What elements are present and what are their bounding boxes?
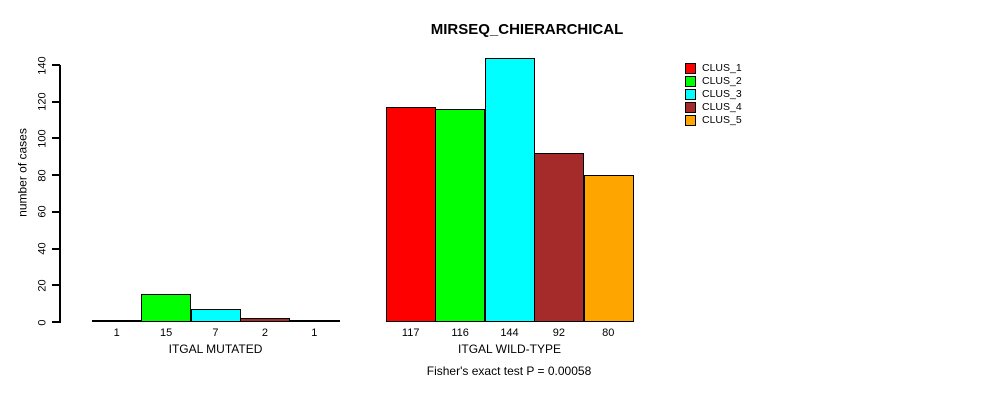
legend-item-clus-4: CLUS_4 [685, 101, 742, 114]
group-label-itgal-wild-type: ITGAL WILD-TYPE [458, 342, 561, 356]
bar-value-label: 7 [212, 327, 219, 339]
y-axis-tick [52, 321, 60, 323]
y-tick-label: 140 [36, 55, 49, 75]
y-tick-label: 120 [36, 92, 49, 111]
bar-value-label: 116 [451, 327, 469, 339]
legend-swatch-clus-4 [685, 102, 696, 113]
legend-swatch-clus-2 [685, 76, 696, 87]
bar-value-label: 80 [602, 327, 615, 339]
bar-clus-3-itgal-mutated [190, 309, 241, 322]
bar-clus-4-itgal-mutated [240, 318, 291, 322]
legend-item-clus-5: CLUS_5 [685, 114, 742, 127]
legend-item-clus-1: CLUS_1 [685, 62, 742, 75]
legend-item-clus-2: CLUS_2 [685, 75, 742, 88]
group-label-itgal-mutated: ITGAL MUTATED [168, 342, 263, 356]
y-axis-tick [52, 100, 60, 103]
legend-swatch-clus-1 [685, 63, 696, 74]
y-axis-tick [52, 284, 60, 287]
y-tick-label: 60 [36, 205, 49, 218]
legend-label: CLUS_1 [702, 62, 742, 74]
y-tick-label: 100 [36, 129, 49, 148]
legend-item-clus-3: CLUS_3 [685, 88, 742, 101]
legend-label: CLUS_4 [702, 101, 742, 113]
bar-clus-2-itgal-mutated [141, 294, 192, 322]
bar-value-label: 92 [552, 327, 565, 339]
bar-value-label: 15 [159, 327, 173, 339]
pvalue-annotation: Fisher's exact test P = 0.00058 [426, 364, 592, 378]
bar-clus-1-itgal-mutated [92, 320, 142, 323]
legend: CLUS_1 CLUS_2 CLUS_3 CLUS_4 CLUS_5 [685, 62, 742, 127]
bar-clus-3-itgal-wild-type [484, 57, 535, 322]
bar-value-label: 144 [500, 327, 519, 339]
legend-label: CLUS_5 [702, 114, 742, 126]
bar-clus-5-itgal-mutated [289, 320, 340, 323]
bar-value-label: 117 [401, 327, 420, 339]
bar-value-label: 1 [113, 327, 120, 339]
bar-value-label: 1 [311, 327, 318, 339]
bar-clus-4-itgal-wild-type [534, 153, 585, 322]
y-axis-tick [52, 64, 60, 66]
legend-label: CLUS_3 [702, 88, 742, 100]
y-tick-label: 20 [36, 279, 49, 292]
legend-label: CLUS_2 [702, 75, 742, 87]
y-axis-tick [52, 137, 60, 140]
chart-title: MIRSEQ_CHIERARCHICAL [430, 21, 624, 38]
y-tick-label: 40 [36, 242, 49, 255]
legend-swatch-clus-5 [685, 115, 696, 126]
bar-value-label: 2 [261, 327, 268, 339]
y-axis-tick [52, 247, 60, 250]
y-tick-label: 80 [36, 169, 49, 182]
y-axis-line [59, 65, 61, 323]
bar-clus-1-itgal-wild-type [386, 107, 436, 322]
y-axis-tick [52, 174, 60, 177]
bar-clus-2-itgal-wild-type [435, 109, 486, 322]
legend-swatch-clus-3 [685, 89, 696, 100]
y-axis-title: number of cases [15, 128, 30, 217]
y-axis-tick [52, 210, 60, 213]
bar-clus-5-itgal-wild-type [583, 175, 634, 322]
y-tick-label: 0 [36, 318, 49, 326]
